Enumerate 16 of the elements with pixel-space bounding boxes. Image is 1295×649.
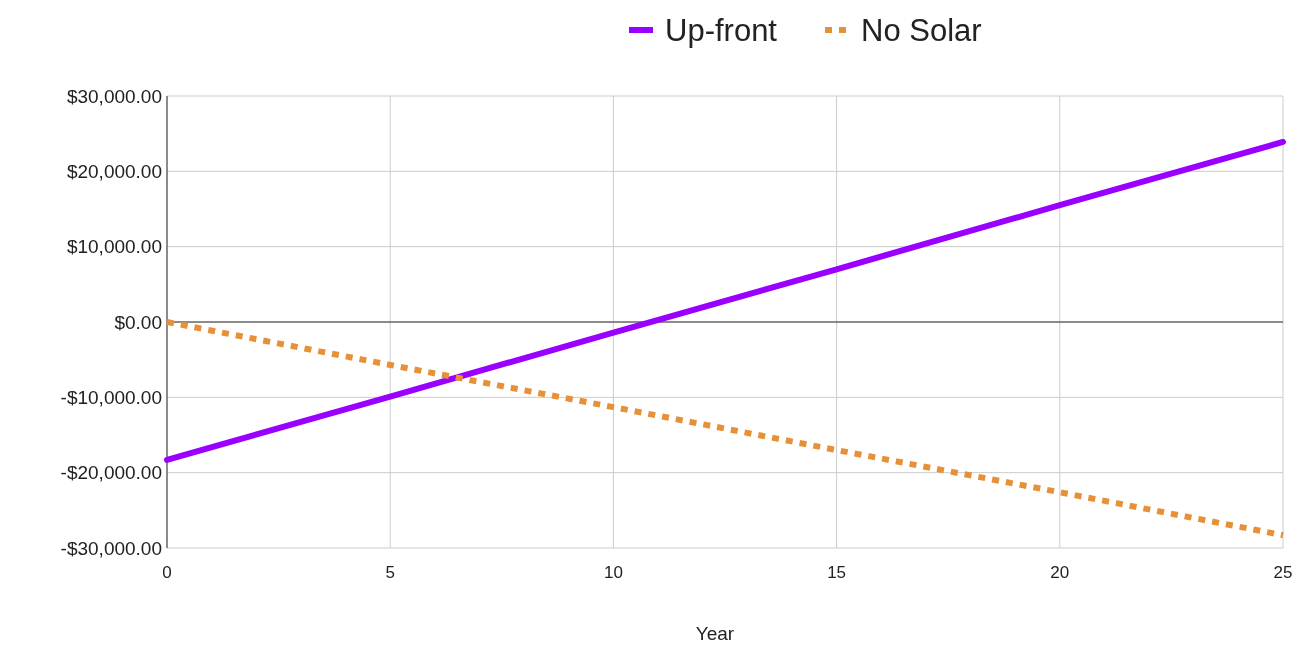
legend-label: No Solar [861, 12, 982, 48]
x-tick-label: 5 [385, 563, 395, 582]
y-tick-label: $20,000.00 [66, 160, 162, 182]
x-axis-title: Year [695, 623, 735, 644]
y-tick-label: $0.00 [114, 311, 162, 333]
y-tick-label: -$30,000.00 [60, 537, 162, 559]
legend-label: Up-front [665, 12, 778, 48]
x-tick-label: 20 [1050, 563, 1070, 582]
y-tick-label: -$10,000.00 [60, 386, 162, 408]
x-tick-label: 10 [603, 563, 623, 582]
x-tick-label: 25 [1273, 563, 1293, 582]
x-tick-label: 15 [827, 563, 847, 582]
x-tick-label: 0 [162, 563, 172, 582]
y-tick-label: $30,000.00 [66, 85, 162, 107]
y-tick-label: -$20,000.00 [60, 462, 162, 484]
y-tick-label: $10,000.00 [66, 236, 162, 258]
